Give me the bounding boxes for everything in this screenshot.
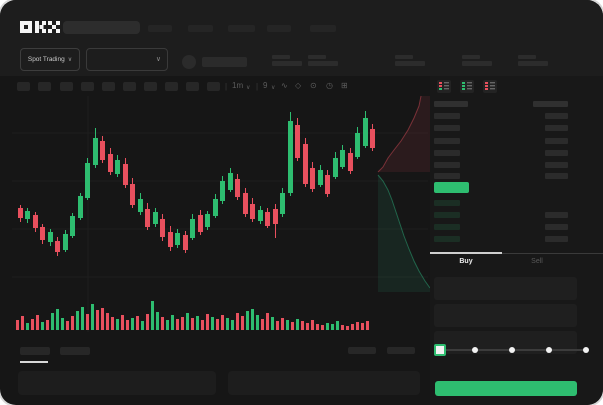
- market-type-label: Spot Trading: [27, 56, 65, 63]
- nav-item-4[interactable]: [267, 25, 291, 32]
- orderbook-view-asks-icon[interactable]: [483, 80, 497, 93]
- ticker-stat-3: [395, 55, 435, 67]
- tool-button-6[interactable]: [123, 82, 136, 91]
- tab-sell[interactable]: Sell: [531, 258, 543, 265]
- coin-avatar: [182, 55, 196, 69]
- price-field[interactable]: [434, 277, 577, 300]
- tool-button-9[interactable]: [186, 82, 199, 91]
- ask-size: [545, 138, 568, 144]
- chevron-down-icon: ∨: [67, 57, 73, 63]
- ask-size: [545, 162, 568, 168]
- tool-button-10[interactable]: [207, 82, 220, 91]
- bottom-tab-underline: [20, 361, 48, 363]
- nav-item-1[interactable]: [148, 25, 172, 32]
- chart-range-control-2[interactable]: [387, 347, 415, 354]
- ticker-stat-1: [272, 55, 312, 67]
- slider-stop-75[interactable]: [546, 347, 552, 353]
- bottom-panel-left[interactable]: [18, 371, 216, 395]
- tool-button-1[interactable]: [17, 82, 30, 91]
- search-input[interactable]: [63, 21, 140, 34]
- tool-button-8[interactable]: [165, 82, 178, 91]
- ask-row[interactable]: [434, 150, 460, 156]
- bid-row[interactable]: [434, 200, 460, 206]
- ask-row[interactable]: [434, 113, 460, 119]
- market-type-selector[interactable]: Spot Trading ∨: [20, 48, 80, 71]
- nav-item-2[interactable]: [188, 25, 213, 32]
- ask-size: [545, 173, 568, 179]
- bid-size: [545, 224, 568, 230]
- ticker-stat-2: [308, 55, 348, 67]
- draw-tool-icon[interactable]: ◇: [295, 81, 302, 90]
- orderbook-trade-panel: Buy Sell: [430, 76, 603, 405]
- orderbook-header-size: [533, 101, 568, 107]
- ask-size: [545, 125, 568, 131]
- tool-button-3[interactable]: [60, 82, 73, 91]
- bottom-panel-right[interactable]: [228, 371, 420, 395]
- clock-icon[interactable]: ◷: [326, 81, 333, 90]
- percent-slider-handle[interactable]: [434, 344, 446, 356]
- ask-row[interactable]: [434, 162, 460, 168]
- ask-row[interactable]: [434, 173, 460, 179]
- slider-stop-50[interactable]: [509, 347, 515, 353]
- ask-row[interactable]: [434, 125, 460, 131]
- indicator-selector[interactable]: 9: [263, 81, 268, 90]
- bid-row[interactable]: [434, 224, 460, 230]
- ticker-stat-5: [518, 55, 558, 67]
- orderbook-view-both-icon[interactable]: [437, 80, 451, 93]
- orderbook-view-bids-icon[interactable]: [460, 80, 474, 93]
- last-price-badge[interactable]: [434, 182, 469, 193]
- fullscreen-icon[interactable]: ⊞: [341, 81, 348, 90]
- ask-row[interactable]: [434, 138, 460, 144]
- chevron-down-icon[interactable]: ∨: [271, 85, 276, 91]
- bid-size: [545, 212, 568, 218]
- nav-item-3[interactable]: [228, 25, 255, 32]
- tool-button-5[interactable]: [102, 82, 115, 91]
- amount-field[interactable]: [434, 304, 577, 327]
- slider-stop-100[interactable]: [583, 347, 589, 353]
- chevron-down-icon[interactable]: ∨: [246, 85, 251, 91]
- ask-size: [545, 113, 568, 119]
- orderbook-header-price: [434, 101, 468, 107]
- pair-name-placeholder: [202, 57, 247, 67]
- chart-pan-zone[interactable]: [0, 96, 430, 336]
- buy-button[interactable]: [435, 381, 577, 396]
- bid-row[interactable]: [434, 236, 460, 242]
- chevron-down-icon: ∨: [155, 56, 161, 63]
- okx-logo[interactable]: [20, 20, 60, 34]
- slider-stop-25[interactable]: [472, 347, 478, 353]
- tab-divider: [502, 253, 603, 254]
- bottom-tab-2[interactable]: [60, 347, 90, 355]
- chart-type-icon[interactable]: ∿: [281, 81, 288, 90]
- nav-item-5[interactable]: [310, 25, 336, 32]
- toolbar-divider: |: [256, 82, 259, 91]
- bottom-tab-1[interactable]: [20, 347, 50, 355]
- pair-selector[interactable]: ∨: [86, 48, 168, 71]
- interval-selector[interactable]: 1m: [232, 81, 244, 90]
- tool-button-4[interactable]: [81, 82, 94, 91]
- tool-button-2[interactable]: [38, 82, 51, 91]
- tab-buy[interactable]: Buy: [459, 258, 473, 265]
- toolbar-divider: |: [225, 82, 228, 91]
- camera-icon[interactable]: ⊙: [310, 81, 317, 90]
- chart-range-control-1[interactable]: [348, 347, 376, 354]
- bid-size: [545, 236, 568, 242]
- total-field[interactable]: [434, 331, 577, 354]
- tool-button-7[interactable]: [144, 82, 157, 91]
- bid-row[interactable]: [434, 212, 460, 218]
- ask-size: [545, 150, 568, 156]
- buy-tab-underline: [430, 252, 502, 254]
- ticker-stat-4: [462, 55, 502, 67]
